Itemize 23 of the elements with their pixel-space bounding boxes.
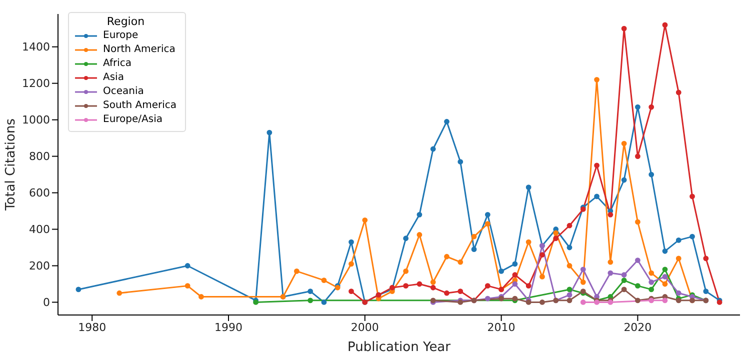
x-tick-label: 1990 — [214, 320, 242, 334]
y-tick-label: 0 — [43, 296, 50, 310]
y-tick-label: 1000 — [22, 114, 50, 127]
legend-title: Region — [106, 15, 146, 28]
legend-label: Europe — [103, 29, 138, 43]
y-tick-label: 600 — [29, 186, 50, 200]
y-tick-label: 200 — [29, 260, 50, 273]
y-tick-label: 1200 — [22, 77, 50, 90]
legend-label: Oceania — [103, 85, 144, 99]
x-axis-title: Publication Year — [348, 340, 452, 355]
y-tick-label: 400 — [29, 223, 50, 236]
y-axis-title: Total Citations — [4, 118, 19, 212]
legend-label: Africa — [103, 57, 132, 71]
x-tick-label: 1980 — [78, 320, 106, 334]
legend-label: Asia — [103, 71, 124, 85]
y-tick-label: 1400 — [22, 40, 50, 54]
legend-label: North America — [103, 43, 176, 57]
x-tick-label: 2010 — [487, 320, 516, 334]
y-tick-label: 800 — [29, 150, 50, 164]
legend-label: Europe/Asia — [103, 113, 162, 127]
x-tick-label: 2020 — [624, 320, 652, 334]
x-tick-label: 2000 — [350, 320, 379, 334]
legend-label: South America — [103, 99, 176, 113]
